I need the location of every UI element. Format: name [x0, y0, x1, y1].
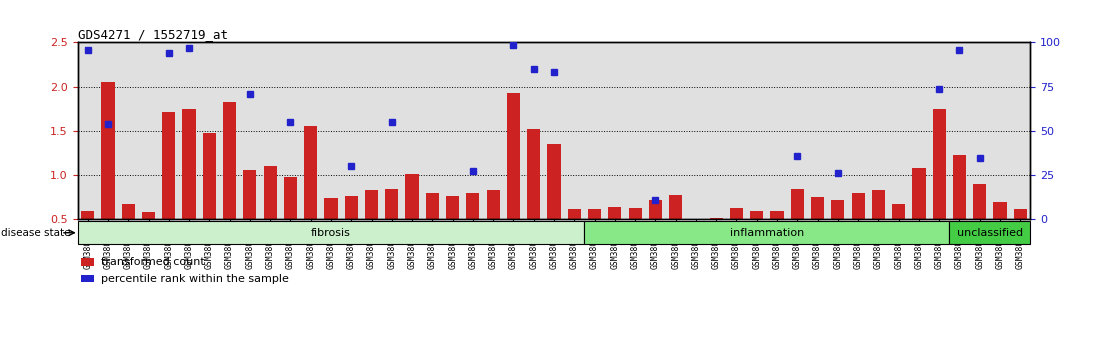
Bar [628, 208, 642, 219]
Bar [872, 190, 885, 219]
Bar [689, 218, 702, 219]
Bar [304, 126, 317, 219]
Text: GDS4271 / 1552719_at: GDS4271 / 1552719_at [78, 28, 227, 41]
Bar [912, 168, 925, 219]
Bar [527, 129, 541, 219]
Bar [447, 196, 459, 219]
Bar [223, 102, 236, 219]
Bar [567, 209, 581, 219]
Bar [953, 155, 966, 219]
Text: percentile rank within the sample: percentile rank within the sample [101, 274, 289, 284]
Text: inflammation: inflammation [730, 228, 804, 238]
Bar [892, 204, 905, 219]
Bar [994, 202, 1006, 219]
Bar [506, 93, 520, 219]
Bar [122, 204, 135, 219]
Bar [669, 195, 683, 219]
Text: fibrosis: fibrosis [311, 228, 351, 238]
Bar [588, 209, 602, 219]
Bar [750, 211, 763, 219]
Bar [486, 190, 500, 219]
Bar [466, 193, 480, 219]
Text: unclassified: unclassified [957, 228, 1023, 238]
Bar [284, 177, 297, 219]
Bar [81, 211, 94, 219]
Bar [811, 198, 824, 219]
Bar [425, 193, 439, 219]
Bar [345, 196, 358, 219]
Bar [142, 211, 155, 219]
Bar [244, 170, 256, 219]
Bar [852, 193, 864, 219]
Bar [365, 190, 378, 219]
Bar [386, 188, 399, 219]
Bar [709, 218, 722, 219]
Bar [770, 211, 783, 219]
Bar [730, 208, 743, 219]
Text: disease state: disease state [1, 228, 71, 238]
Bar [547, 144, 561, 219]
Bar [831, 200, 844, 219]
Bar [183, 109, 196, 219]
Bar [973, 184, 986, 219]
Text: transformed count: transformed count [101, 257, 205, 267]
Bar [406, 175, 419, 219]
Bar [933, 109, 946, 219]
Bar [649, 200, 661, 219]
Bar [203, 133, 216, 219]
Bar [325, 198, 338, 219]
Bar [791, 188, 804, 219]
Bar [162, 112, 175, 219]
Bar [102, 82, 114, 219]
Bar [1014, 209, 1027, 219]
Bar [608, 207, 622, 219]
Bar [264, 166, 277, 219]
